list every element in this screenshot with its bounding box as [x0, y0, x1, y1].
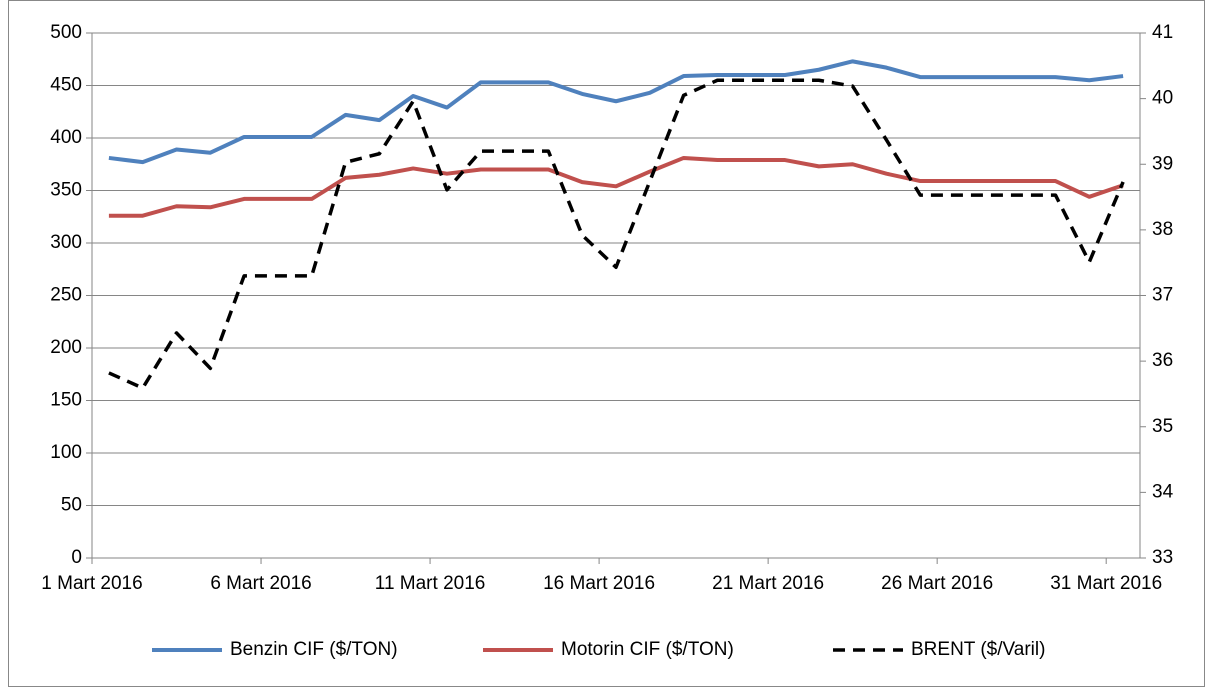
y2-tick-label: 33 — [1152, 547, 1173, 568]
y-tick-label: 500 — [50, 22, 82, 43]
x-tick-label: 21 Mart 2016 — [712, 573, 824, 594]
y-tick-label: 150 — [50, 390, 82, 411]
y2-tick-label: 39 — [1152, 153, 1173, 174]
series-line — [108, 78, 1125, 390]
y2-tick-label: 34 — [1152, 481, 1174, 502]
y-tick-label: 350 — [50, 180, 82, 201]
legend-label: Benzin CIF ($/TON) — [230, 639, 398, 660]
legend-label: BRENT ($/Varil) — [911, 639, 1045, 660]
legend-label: Motorin CIF ($/TON) — [561, 639, 734, 660]
y-tick-label: 100 — [50, 442, 82, 463]
y-tick-label: 400 — [50, 127, 82, 148]
x-tick-label: 31 Mart 2016 — [1050, 573, 1162, 594]
y2-tick-label: 35 — [1152, 416, 1173, 437]
y2-tick-label: 37 — [1152, 285, 1173, 306]
x-tick-label: 1 Mart 2016 — [41, 573, 142, 594]
x-tick-label: 11 Mart 2016 — [375, 573, 486, 594]
y2-tick-label: 40 — [1152, 88, 1173, 109]
y-tick-label: 450 — [50, 75, 82, 96]
series-line — [108, 155, 1124, 218]
y2-tick-label: 36 — [1152, 350, 1173, 371]
y-tick-label: 0 — [71, 547, 82, 568]
y-tick-label: 200 — [50, 337, 82, 358]
y-tick-label: 300 — [50, 232, 82, 253]
y2-tick-label: 38 — [1152, 219, 1173, 240]
y-tick-label: 250 — [50, 285, 82, 306]
series-line — [108, 59, 1124, 165]
y-tick-label: 50 — [61, 495, 82, 516]
y2-tick-label: 41 — [1152, 22, 1173, 43]
x-tick-label: 6 Mart 2016 — [210, 573, 311, 594]
x-tick-label: 16 Mart 2016 — [543, 573, 655, 594]
x-tick-label: 26 Mart 2016 — [881, 573, 993, 594]
